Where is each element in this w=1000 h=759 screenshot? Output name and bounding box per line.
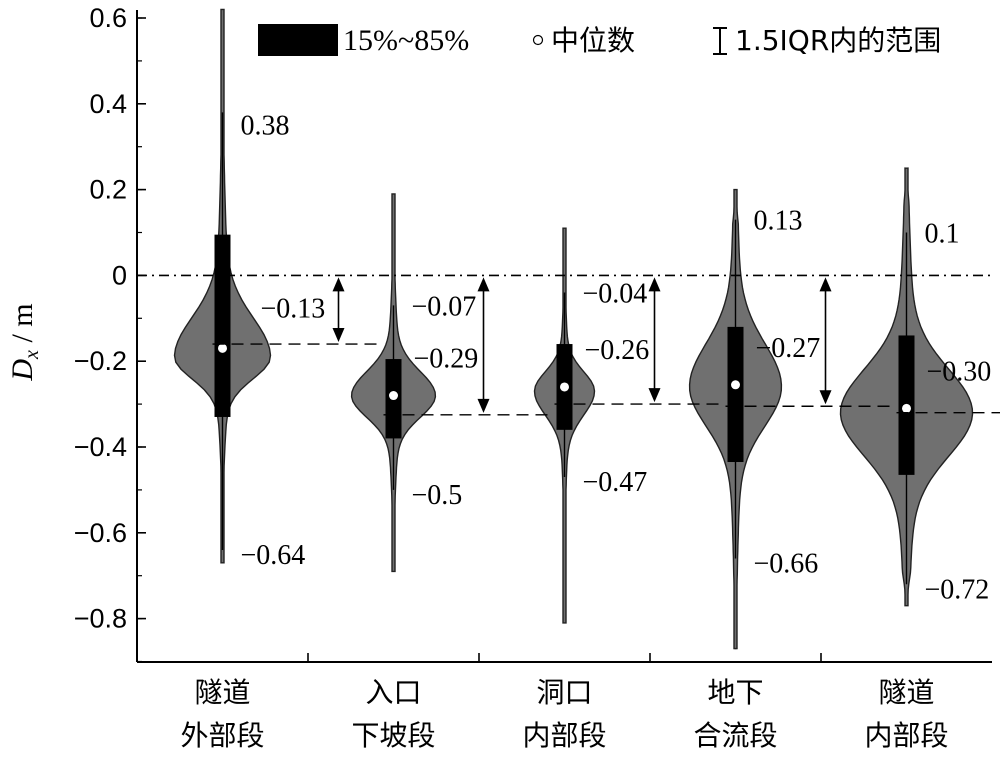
y-tick-label-5: −0.4 [74,432,127,462]
category-label-line2-5: 内部段 [864,719,948,752]
offset-arrow-head-up-2 [477,277,490,292]
y-tick-label-0: 0.6 [89,3,127,33]
y-axis-label-sub: x [21,350,43,360]
offset-arrow-head-up-1 [332,277,345,292]
category-label-line1-3: 洞口 [536,676,592,709]
violin-layer [173,8,974,650]
category-label-line2-1: 外部段 [180,719,264,752]
y-tick-label-2: 0.2 [89,175,127,205]
annotation-min-1: −0.64 [241,540,306,571]
category-label-line1-2: 入口 [365,676,421,709]
legend-median-label: 中位数 [551,24,635,57]
annotation-min-5: −0.72 [925,574,990,605]
annotation-median-4: −0.27 [756,333,821,364]
median-dot-1 [218,343,227,353]
median-dot-4 [731,380,740,390]
offset-arrow-head-down-1 [332,328,345,343]
annotation-max-3: −0.04 [583,279,648,310]
annotation-max-1: 0.38 [241,110,290,141]
median-dot-5 [902,403,911,413]
annotation-min-4: −0.66 [754,549,819,580]
legend-median-swatch [532,34,544,46]
category-label-line2-4: 合流段 [693,719,777,752]
legend-whisker-swatch [713,27,727,55]
category-label-line2-2: 下坡段 [351,719,435,752]
annotation-median-3: −0.26 [585,335,650,366]
median-dot-3 [560,382,569,392]
annotation-max-2: −0.07 [412,291,477,322]
offset-arrow-head-up-3 [648,277,661,292]
box-1 [214,234,231,417]
y-axis-label: Dx / m [6,303,43,381]
y-axis-label-main: D [6,359,39,382]
annotation-layer: 0.38 −0.64 −0.13 −0.07 −0.5 −0.29 −0.04 −0.47 −0… [241,110,992,605]
box-4 [727,326,744,463]
category-label-line1-1: 隧道 [194,676,250,709]
y-tick-label-3: 0 [112,260,127,290]
median-dot-2 [389,391,398,401]
annotation-max-4: 0.13 [754,206,803,237]
legend: 15%~85% 中位数 1.5IQR内的范围 [258,24,941,57]
offset-arrow-head-up-4 [819,277,832,292]
y-tick-label-4: −0.2 [74,346,127,376]
y-axis-label-unit: / m [6,303,39,350]
offset-arrow-head-down-4 [819,390,832,405]
y-tick-label-1: 0.4 [89,89,127,119]
y-tick-label-6: −0.6 [74,518,127,548]
annotation-offset-1: −0.13 [261,294,326,325]
legend-box-swatch [258,24,338,56]
category-label-line1-5: 隧道 [878,676,934,709]
legend-box-label: 15%~85% [343,24,469,57]
legend-whisker-label: 1.5IQR内的范围 [735,24,941,57]
category-label-line1-4: 地下 [707,676,763,709]
offset-arrow-head-down-2 [477,398,490,413]
offset-arrow-head-down-3 [648,388,661,403]
y-tick-label-7: −0.8 [74,604,127,634]
annotation-min-2: −0.5 [412,480,463,511]
annotation-max-5: 0.1 [925,219,960,250]
category-label-line2-3: 内部段 [522,719,606,752]
annotation-median-5: −0.30 [927,356,992,387]
annotation-median-2: −0.29 [414,344,479,375]
guide-layer [137,274,1000,416]
annotation-min-3: −0.47 [583,467,648,498]
